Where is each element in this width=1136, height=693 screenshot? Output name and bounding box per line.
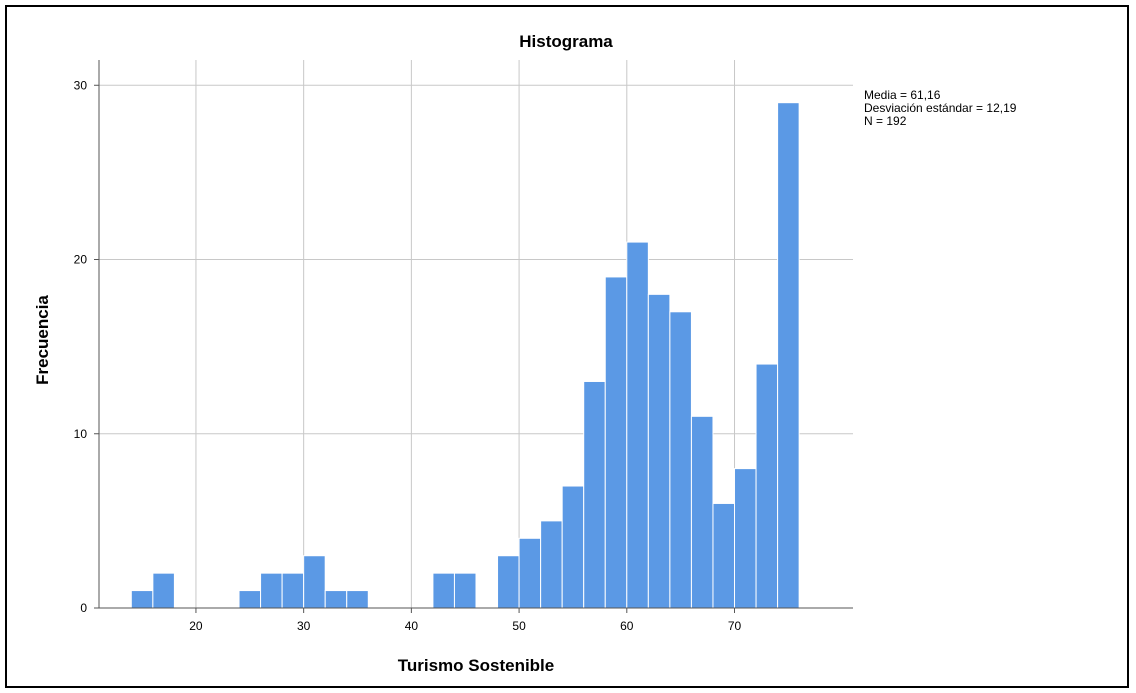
histogram-bar	[260, 572, 283, 609]
chart-title: Histograma	[519, 32, 613, 51]
histogram-bar	[346, 590, 369, 609]
histogram-bar	[497, 555, 520, 609]
y-tick-label: 20	[74, 253, 88, 267]
stats-box: Media = 61,16 Desviación estándar = 12,1…	[864, 88, 1017, 128]
y-axis-label: Frecuencia	[33, 295, 52, 385]
x-tick-label: 20	[189, 619, 203, 633]
x-tick-label: 60	[620, 619, 634, 633]
x-axis-label: Turismo Sostenible	[398, 656, 555, 675]
histogram-bar	[303, 555, 326, 609]
histogram-bar	[734, 468, 757, 609]
stat-n: N = 192	[864, 114, 907, 128]
histogram-bar	[755, 363, 779, 609]
axes	[94, 60, 853, 613]
histogram-bar	[453, 572, 477, 609]
y-tick-label: 30	[74, 78, 88, 92]
histogram-bar	[647, 293, 671, 609]
histogram-bar	[690, 415, 714, 609]
histogram-bar	[432, 572, 455, 609]
x-tick-labels: 20 30 40 50 60 70	[189, 619, 741, 633]
histogram-bar	[561, 485, 585, 609]
bars	[130, 102, 800, 609]
x-tick-label: 30	[297, 619, 311, 633]
y-tick-label: 0	[80, 601, 87, 615]
x-tick-label: 50	[512, 619, 526, 633]
histogram-bar	[669, 311, 692, 609]
histogram-bar	[777, 102, 800, 609]
histogram-bar	[238, 590, 262, 609]
histogram-bar	[540, 520, 563, 609]
stat-mean: Media = 61,16	[864, 88, 941, 102]
y-tick-labels: 0 10 20 30	[74, 78, 88, 615]
histogram-bar	[518, 537, 542, 609]
histogram-bar	[152, 572, 175, 609]
y-tick-label: 10	[74, 427, 88, 441]
x-tick-label: 70	[728, 619, 742, 633]
histogram-bar	[604, 276, 628, 609]
histogram-bar	[324, 590, 348, 609]
histogram-bar	[626, 241, 649, 609]
x-tick-label: 40	[405, 619, 419, 633]
histogram-bar	[130, 590, 154, 609]
histogram-bar	[583, 380, 606, 609]
histogram-bar	[281, 572, 305, 609]
histogram-bar	[712, 502, 736, 609]
stat-std: Desviación estándar = 12,19	[864, 101, 1017, 115]
